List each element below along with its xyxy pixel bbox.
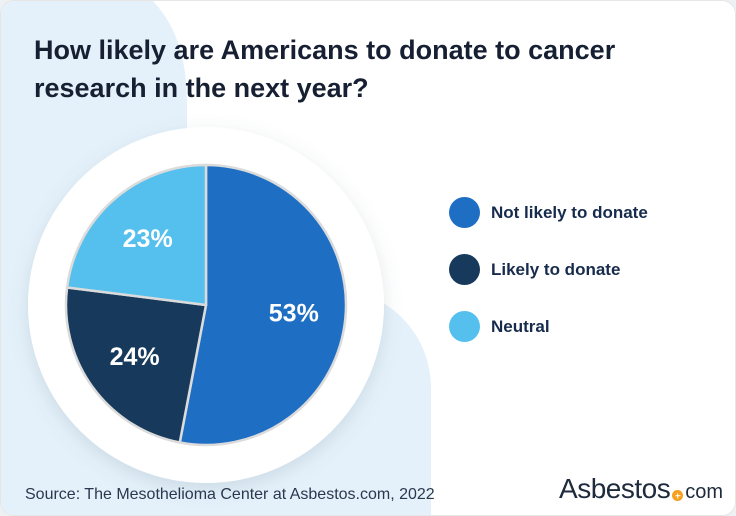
page-title: How likely are Americans to donate to ca… [34,35,616,104]
pie-slice-value-label: 24% [110,343,160,371]
pie-slice-1 [64,286,208,444]
pie-slice-0 [178,163,348,447]
legend-swatch-circle [449,197,480,228]
legend-item: Neutral [449,311,648,342]
legend-item: Not likely to donate [449,197,648,228]
pie-chart: 53% 24% 23% [64,163,348,447]
source-attribution: Source: The Mesothelioma Center at Asbes… [25,486,435,503]
pie-slice-value-label: 53% [269,299,319,327]
plus-dot-icon [672,490,684,501]
legend-label: Not likely to donate [491,202,648,222]
legend-label: Neutral [491,316,550,336]
pie-slice-2 [65,163,208,307]
asbestos-logo: Asbestos com [559,473,723,505]
chart-legend: Not likely to donate Likely to donate Neut… [449,197,648,368]
legend-item: Likely to donate [449,254,648,285]
pie-slice-value-label: 23% [123,225,173,253]
legend-label: Likely to donate [491,259,621,279]
logo-brand-text: Asbestos [559,473,671,504]
logo-tld-text: com [685,481,723,503]
legend-swatch-circle [449,311,480,342]
legend-swatch-circle [449,254,480,285]
